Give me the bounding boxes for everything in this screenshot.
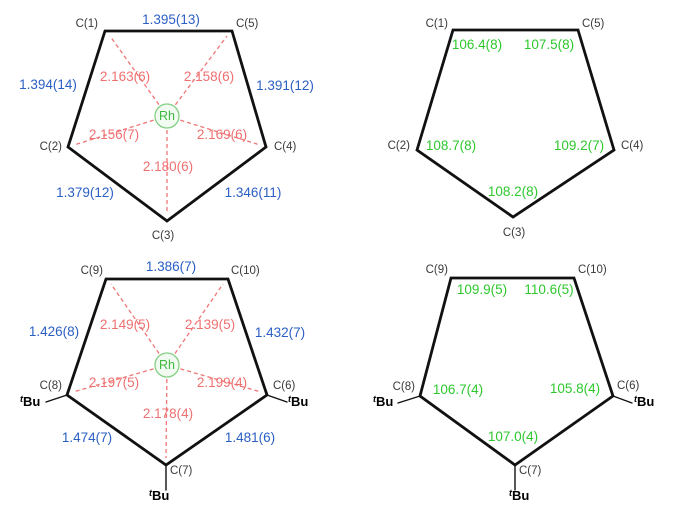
rh-atom-label: Rh bbox=[159, 358, 175, 372]
atom-label-c4: C(4) bbox=[621, 140, 644, 152]
atom-label-c7: C(7) bbox=[519, 465, 542, 477]
atom-label-c3: C(3) bbox=[503, 227, 526, 239]
angle-at-c3: 108.2(8) bbox=[488, 184, 538, 199]
c6-tbu-bond bbox=[266, 394, 288, 403]
panel-cp1-distances: Rh C(1) C(5) C(2) C(4) C(3) 1.395(13) 1.… bbox=[19, 12, 314, 242]
bond-length-c9-c8: 1.426(8) bbox=[29, 324, 79, 339]
rh-c7-distance: 2.178(4) bbox=[143, 406, 193, 421]
rh-c10-distance: 2.139(5) bbox=[185, 317, 235, 332]
atom-label-c8: C(8) bbox=[40, 380, 63, 392]
atom-label-c2: C(2) bbox=[40, 141, 63, 153]
tbu-label-c8: tBu bbox=[20, 394, 40, 409]
rh-c2-dashed-line bbox=[73, 115, 168, 146]
atom-label-c2: C(2) bbox=[388, 140, 411, 152]
rh-c6-distance: 2.199(4) bbox=[197, 375, 247, 390]
angle-at-c9: 109.9(5) bbox=[457, 282, 507, 297]
atom-label-c4: C(4) bbox=[274, 141, 297, 153]
bond-length-c10-c6: 1.432(7) bbox=[255, 325, 305, 340]
atom-label-c5: C(5) bbox=[236, 18, 259, 30]
rh-atom-label: Rh bbox=[159, 109, 175, 123]
cp2-ring-bonds bbox=[65, 277, 269, 467]
atom-label-c1: C(1) bbox=[426, 18, 449, 30]
rh-c4-dashed-line bbox=[166, 115, 261, 146]
rh-c5-dashed-line bbox=[166, 35, 228, 117]
rh-c10-dashed-line bbox=[166, 283, 224, 366]
rh-c8-dashed-line bbox=[72, 364, 168, 393]
tbu-label-c8: tBu bbox=[373, 394, 393, 409]
panel-cp1-angles: C(1) C(5) C(2) C(4) C(3) 106.4(8) 107.5(… bbox=[388, 18, 644, 239]
rh-c6-dashed-line bbox=[166, 364, 262, 393]
cp1-ring-bonds bbox=[66, 29, 268, 223]
bond-length-c5-c4: 1.391(12) bbox=[256, 78, 314, 93]
tbu-label-c7: tBu bbox=[509, 488, 529, 503]
atom-label-c1: C(1) bbox=[76, 18, 99, 30]
rh-c4-distance: 2.169(6) bbox=[197, 127, 247, 142]
cp2-ring-bonds-angles bbox=[418, 276, 615, 467]
atom-label-c10: C(10) bbox=[231, 265, 260, 277]
bond-length-c4-c3: 1.346(11) bbox=[225, 185, 282, 200]
tbu-label-c6: tBu bbox=[634, 394, 654, 409]
tbu-label-c6: tBu bbox=[288, 394, 308, 409]
atom-label-c8: C(8) bbox=[393, 381, 416, 393]
rh-atom-circle bbox=[154, 352, 180, 378]
angle-at-c6: 105.8(4) bbox=[550, 381, 600, 396]
atom-label-c3: C(3) bbox=[152, 230, 175, 242]
rh-c8-distance: 2.197(5) bbox=[89, 375, 139, 390]
atom-label-c10: C(10) bbox=[578, 264, 607, 276]
angle-at-c2: 108.7(8) bbox=[426, 138, 476, 153]
cp1-ring-bonds-angles bbox=[415, 28, 616, 219]
angle-at-c8: 106.7(4) bbox=[433, 382, 483, 397]
atom-label-c9: C(9) bbox=[426, 264, 449, 276]
rh-c3-distance: 2.180(6) bbox=[143, 159, 193, 174]
angle-at-c1: 106.4(8) bbox=[452, 37, 502, 52]
rh-c9-distance: 2.149(5) bbox=[100, 317, 150, 332]
angle-at-c7: 107.0(4) bbox=[488, 429, 538, 444]
tbu-label-c7: tBu bbox=[149, 488, 169, 503]
bond-length-c1-c5: 1.395(13) bbox=[142, 12, 200, 27]
panel-cp2-distances: Rh C(9) C(10) C(8) C(6) C(7) tBu tBu tBu… bbox=[20, 259, 308, 503]
rh-c9-dashed-line bbox=[110, 283, 168, 366]
c8-tbu-bond bbox=[45, 394, 68, 403]
atom-label-c7: C(7) bbox=[170, 465, 193, 477]
bond-length-c6-c7: 1.481(6) bbox=[225, 430, 275, 445]
panel-cp2-angles: C(9) C(10) C(8) C(6) C(7) tBu tBu tBu 10… bbox=[373, 264, 654, 503]
bond-length-c1-c2: 1.394(14) bbox=[19, 77, 77, 92]
rh-c1-distance: 2.163(6) bbox=[100, 69, 150, 84]
rh-c7-dashed-line bbox=[165, 364, 168, 459]
atom-label-c6: C(6) bbox=[273, 380, 296, 392]
rh-c1-dashed-line bbox=[109, 35, 168, 117]
bond-length-c9-c10: 1.386(7) bbox=[146, 259, 196, 274]
atom-label-c5: C(5) bbox=[582, 18, 605, 30]
c8-tbu-bond bbox=[397, 395, 421, 404]
atom-label-c9: C(9) bbox=[81, 265, 104, 277]
rh-c2-distance: 2.156(7) bbox=[89, 127, 139, 142]
angle-at-c5: 107.5(8) bbox=[524, 37, 574, 52]
angle-at-c4: 109.2(7) bbox=[554, 138, 604, 153]
c6-tbu-bond bbox=[612, 395, 633, 404]
bond-length-c8-c7: 1.474(7) bbox=[62, 430, 112, 445]
bond-length-c2-c3: 1.379(12) bbox=[56, 185, 114, 200]
rh-atom-circle bbox=[154, 103, 180, 129]
atom-label-c6: C(6) bbox=[617, 380, 640, 392]
rh-c5-distance: 2.158(6) bbox=[184, 69, 234, 84]
angle-at-c10: 110.6(5) bbox=[524, 282, 573, 297]
